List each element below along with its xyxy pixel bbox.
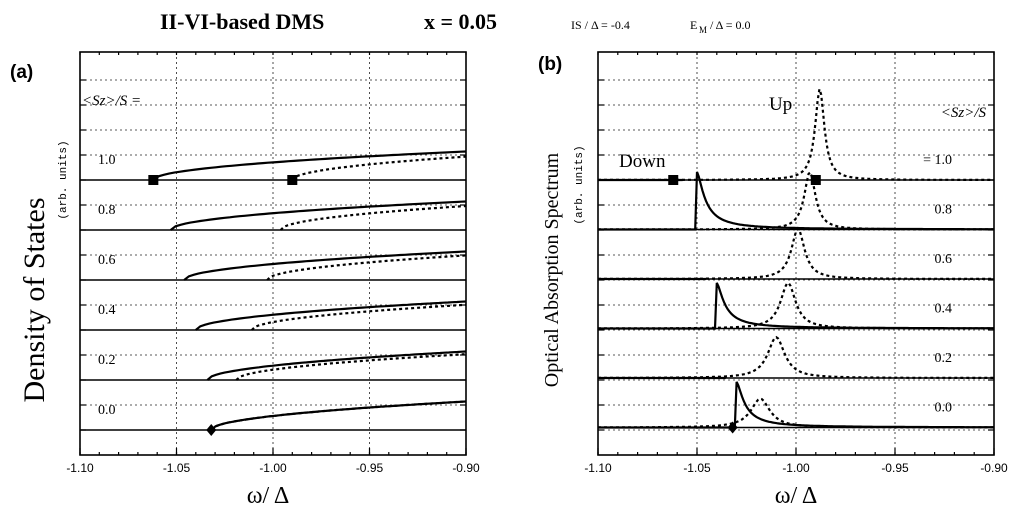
- offset-label: 0.6: [98, 253, 116, 268]
- series-up-curve: [291, 155, 467, 181]
- series-down-curve: [206, 350, 467, 381]
- series-down-curve: [210, 400, 467, 431]
- x-tick-label: -1.00: [259, 461, 287, 475]
- svg-text:/ Δ = 0.0: / Δ = 0.0: [710, 18, 751, 32]
- offset-label: 0.6: [935, 252, 953, 267]
- offset-label: 0.4: [935, 302, 953, 317]
- square-marker: [287, 175, 298, 185]
- diamond-marker: [727, 421, 738, 434]
- offset-label: 0.0: [98, 403, 116, 418]
- panel-a-plot: -1.10 -1.05 -1.00 -0.95 -0.90 1.0 0.8 0.6 0.4 0.2…: [66, 51, 480, 475]
- series-up-curve: [210, 400, 467, 431]
- square-marker: [668, 175, 679, 185]
- x-tick-label: -1.10: [584, 461, 612, 475]
- series-up-curve: [598, 88, 994, 181]
- x-tick-label: -1.00: [782, 461, 810, 475]
- offset-label: 0.4: [98, 303, 116, 318]
- svg-text:M: M: [699, 25, 707, 35]
- series-up-curve: [598, 281, 994, 330]
- x-tick-label: -1.05: [163, 461, 191, 475]
- series-up-curve: [598, 397, 994, 429]
- panel-a-label: (a): [10, 62, 33, 83]
- panel-b-label: (b): [538, 54, 562, 75]
- series-up-curve: [598, 170, 994, 231]
- x-tick-label: -0.95: [881, 461, 909, 475]
- svg-text:E: E: [690, 18, 697, 32]
- offset-label: = 1.0: [923, 153, 952, 168]
- series-up-curve: [266, 254, 467, 281]
- panel-b-ylabel-units: (arb. units): [574, 145, 586, 224]
- figure-title: II-VI-based DMS: [160, 9, 324, 34]
- series-down-curve: [170, 200, 467, 231]
- panel-b-ylabel: Optical Absorption Spectrum: [541, 152, 563, 387]
- x-tick-label: -0.90: [980, 461, 1008, 475]
- is-parameter: IS / Δ = -0.4: [571, 18, 630, 32]
- offset-label: 0.2: [98, 353, 116, 368]
- series-down-curve: [152, 150, 467, 181]
- series-down-curve: [195, 300, 467, 331]
- offset-label: 0.8: [935, 203, 953, 218]
- offset-label: 0.2: [935, 351, 953, 366]
- panel-b-xlabel: ω/ Δ: [775, 483, 818, 509]
- x-tick-label: -1.10: [66, 461, 94, 475]
- square-marker: [810, 175, 821, 185]
- x-concentration: x = 0.05: [424, 9, 497, 34]
- diamond-marker: [206, 424, 217, 436]
- offset-label: 0.8: [98, 203, 116, 218]
- offset-label: 0.0: [935, 401, 953, 416]
- series-down-curve: [183, 250, 467, 281]
- legend-header: <Sz>/S =: [82, 93, 141, 109]
- square-marker: [148, 175, 159, 185]
- em-parameter: E M / Δ = 0.0: [690, 18, 751, 35]
- annotation-up: Up: [769, 94, 792, 115]
- series-up-curve: [251, 303, 467, 331]
- series-up-curve: [598, 226, 994, 280]
- panel-a-ylabel-units: (arb. units): [58, 140, 70, 219]
- offset-label: 1.0: [98, 153, 116, 168]
- series-up-curve: [279, 204, 467, 231]
- x-tick-label: -0.95: [356, 461, 384, 475]
- panel-a-xlabel: ω/ Δ: [247, 483, 290, 509]
- x-tick-label: -1.05: [683, 461, 711, 475]
- annotation-down: Down: [619, 151, 666, 172]
- series-up-curve: [235, 353, 467, 381]
- panel-b-plot: -1.10 -1.05 -1.00 -0.95 -0.90 = 1.0 0.8 0.6 0.4 0…: [584, 51, 1008, 475]
- x-tick-label: -0.90: [452, 461, 480, 475]
- series-up-curve: [598, 335, 994, 379]
- panel-a-ylabel: Density of States: [18, 198, 51, 403]
- legend-header: <Sz>/S: [941, 105, 987, 121]
